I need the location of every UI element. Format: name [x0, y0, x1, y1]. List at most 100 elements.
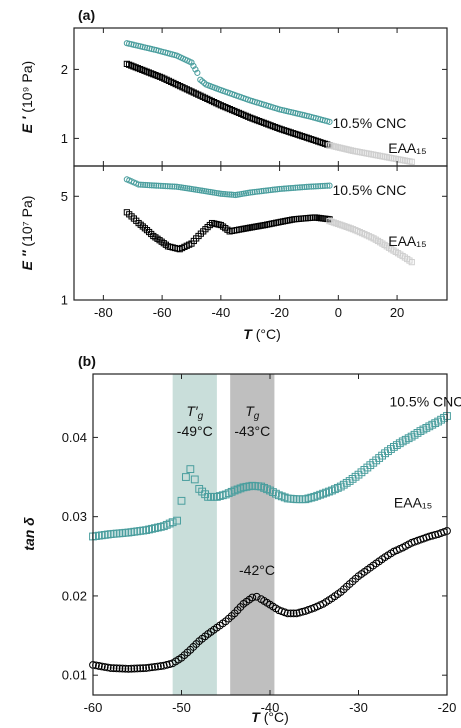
data-point-s0 [219, 190, 227, 198]
data-point-s0 [144, 181, 151, 189]
data-point-s0 [303, 183, 310, 190]
data-point-s0 [326, 182, 333, 189]
data-point-s0 [305, 183, 313, 190]
panel-a-bottom-ytick-label: 5 [61, 189, 68, 204]
data-point-s1 [100, 663, 109, 671]
y-axis-label-e-double-prime: E ″ (10⁷ Pa) [19, 196, 35, 271]
data-point-s0 [226, 191, 233, 198]
data-point-s0 [324, 182, 331, 189]
data-point-s1 [428, 531, 437, 540]
data-point-s0 [188, 59, 195, 66]
data-point-s0 [258, 188, 265, 195]
data-point-s0 [164, 183, 171, 190]
data-point-s0 [155, 182, 162, 189]
data-point-s0 [153, 182, 160, 189]
data-point-s0 [314, 183, 322, 190]
data-point-s0 [301, 183, 308, 191]
panel-a-bottom-frame [73, 165, 448, 301]
data-point-s0 [251, 188, 258, 196]
data-point-s1 [136, 664, 145, 673]
data-point-s1 [283, 609, 292, 618]
data-point-s0 [265, 187, 272, 194]
data-point-s1 [137, 221, 144, 228]
data-point-s0 [292, 184, 299, 191]
data-point-s0 [139, 181, 147, 188]
data-point-s0 [224, 191, 231, 198]
shaded-band-1 [230, 374, 275, 695]
data-point-s0 [230, 191, 237, 198]
data-point-s0 [321, 182, 329, 189]
shaded-band-0 [172, 374, 217, 695]
band-label-0: -49°C [177, 423, 213, 439]
x-axis-label-a: T (°C) [243, 326, 281, 342]
data-point-s1 [130, 664, 139, 673]
series-label: 10.5% CNC [332, 182, 406, 198]
panel-label-a: (a) [78, 7, 95, 23]
panel-a-bottom-xtick-label: -60 [153, 305, 172, 320]
data-point-s1 [162, 660, 171, 669]
data-point-s0 [269, 186, 276, 193]
data-point-s0 [135, 181, 142, 188]
x-axis-label-b: T (°C) [251, 709, 289, 725]
panel-a-top-ytick-label: 2 [61, 62, 68, 77]
data-point-s0 [190, 475, 199, 484]
panel-b-ytick-label: 0.02 [62, 588, 87, 603]
data-point-s0 [274, 186, 281, 193]
data-point-s0 [171, 183, 178, 190]
data-point-s0 [260, 187, 267, 194]
data-point-s0 [276, 185, 283, 193]
data-point-s1 [295, 608, 304, 617]
panel-b-ytick-label: 0.03 [62, 509, 87, 524]
data-point-s1 [142, 664, 151, 672]
panel-b-ytick-label: 0.04 [62, 430, 87, 445]
data-point-s0 [159, 182, 167, 190]
series-label: 10.5% CNC [332, 115, 406, 131]
data-point-s0 [228, 191, 235, 198]
data-point-s0 [308, 183, 315, 190]
data-point-s1 [248, 593, 257, 602]
data-point-s0 [217, 190, 224, 197]
data-point-s0 [285, 185, 292, 192]
data-point-s0 [249, 189, 256, 196]
data-point-s0 [312, 183, 319, 190]
series-label: EAA₁₅ [388, 233, 426, 249]
band-symbol-0: T′g [186, 403, 203, 422]
data-point-s0 [150, 182, 158, 189]
data-point-s0 [177, 496, 186, 505]
data-point-s0 [166, 183, 174, 190]
data-point-s1 [145, 663, 153, 672]
data-point-s0 [162, 183, 169, 190]
panel-b-xtick-label: -30 [349, 700, 368, 715]
data-point-s1 [127, 664, 136, 673]
data-point-s0 [326, 118, 333, 125]
data-point-s1 [151, 662, 159, 671]
data-point-s1 [286, 609, 295, 618]
data-point-s1 [289, 609, 298, 618]
data-point-s1 [133, 664, 142, 673]
data-point-s1 [139, 223, 146, 230]
data-point-s0 [190, 62, 197, 70]
panel-a-bottom-xtick-label: 20 [390, 305, 404, 320]
data-point-s0 [299, 184, 306, 191]
data-point-s1 [118, 664, 127, 673]
panel-a-bottom-ytick-label: 1 [61, 293, 68, 308]
data-point-s1 [159, 661, 168, 670]
data-point-s1 [141, 225, 149, 232]
data-point-s1 [112, 664, 121, 673]
panel-label-b: (b) [78, 353, 96, 369]
data-point-s1 [160, 240, 167, 247]
data-point-s0 [278, 185, 285, 192]
panel-a-bottom-xtick-label: -40 [211, 305, 230, 320]
data-point-s0 [182, 473, 190, 481]
data-point-s0 [137, 181, 144, 188]
data-point-s0 [283, 185, 290, 192]
data-point-s1 [124, 664, 133, 673]
data-point-s0 [169, 183, 176, 190]
data-point-s1 [95, 662, 103, 670]
data-point-s1 [425, 532, 434, 541]
data-point-s0 [271, 186, 279, 193]
y-axis-label-tan-delta: tan δ [21, 517, 37, 551]
y-axis-label-e-prime: E ′ (10⁹ Pa) [19, 61, 35, 133]
panel-b-xtick-label: -50 [172, 700, 191, 715]
